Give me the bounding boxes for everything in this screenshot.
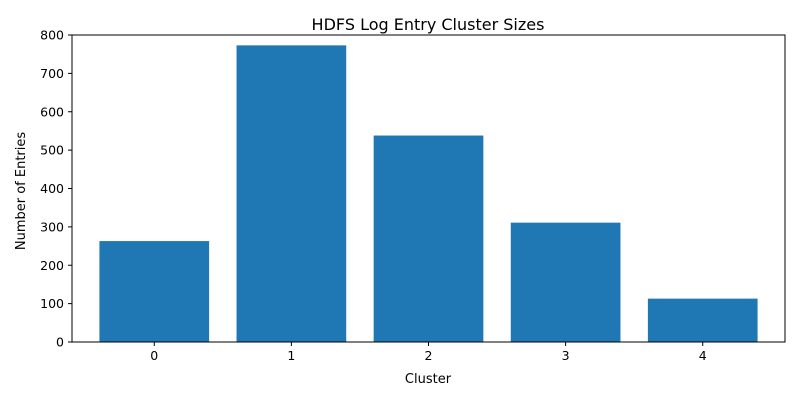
- y-tick-label: 600: [40, 104, 64, 119]
- y-tick-label: 200: [40, 258, 64, 273]
- bar-cluster-0: [99, 241, 210, 342]
- x-axis: 0 1 2 3 4: [150, 342, 707, 363]
- bar-cluster-4: [647, 298, 758, 342]
- y-tick-label: 300: [40, 219, 64, 234]
- bar-cluster-2: [373, 135, 484, 342]
- x-axis-title: Cluster: [405, 372, 452, 387]
- plot-frame: [71, 34, 786, 343]
- y-tick-label: 500: [40, 143, 64, 158]
- y-tick-label: 100: [40, 296, 64, 311]
- x-tick-label: 3: [562, 348, 570, 363]
- bars-group: [99, 45, 758, 343]
- bar-cluster-1: [236, 45, 347, 343]
- y-tick-label: 800: [40, 28, 64, 43]
- x-tick-label: 4: [699, 348, 707, 363]
- y-axis: 0 100 200 300 400 500 600 700 800: [40, 28, 72, 350]
- y-tick-label: 400: [40, 181, 64, 196]
- y-tick-label: 0: [56, 335, 64, 350]
- chart-title: HDFS Log Entry Cluster Sizes: [312, 15, 545, 34]
- y-axis-title: Number of Entries: [14, 132, 29, 251]
- y-tick-label: 700: [40, 66, 64, 81]
- bar-cluster-3: [510, 222, 621, 342]
- x-tick-label: 0: [150, 348, 158, 363]
- x-tick-label: 2: [425, 348, 433, 363]
- x-tick-label: 1: [287, 348, 295, 363]
